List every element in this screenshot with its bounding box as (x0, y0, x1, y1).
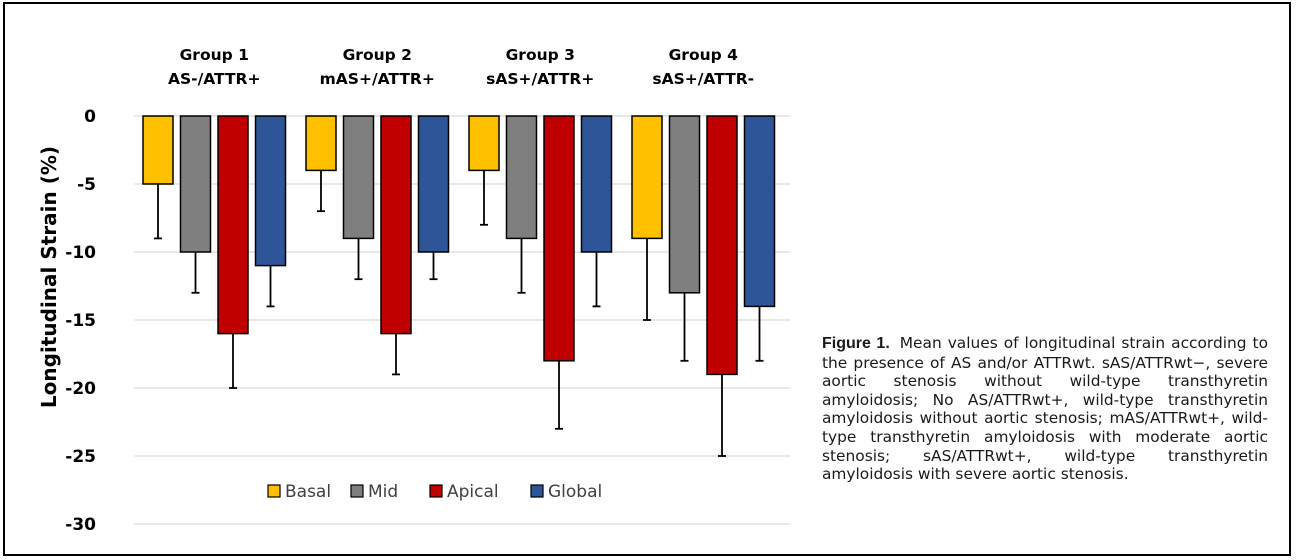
legend-swatch-apical (429, 484, 443, 498)
bar-global (743, 115, 776, 308)
y-tick-label: -10 (65, 243, 96, 263)
y-tick-label: -5 (77, 175, 96, 195)
y-tick-label: -15 (65, 311, 96, 331)
bar-apical (380, 115, 412, 335)
y-tick-label: 0 (84, 107, 96, 127)
bar-apical (217, 115, 249, 335)
bar-mid (342, 115, 375, 240)
legend: Basal Mid Apical Global (267, 482, 602, 502)
group-title-line1: Group 2 (343, 46, 412, 64)
legend-label-apical: Apical (447, 482, 499, 502)
group-titles: Group 1 AS-/ATTR+ Group 2 mAS+/ATTR+ Group 3… (168, 46, 754, 88)
bar-apical (706, 115, 738, 376)
legend-label-global: Global (548, 482, 602, 502)
bar-basal (142, 115, 174, 185)
caption-text: Mean values of longitudinal strain accor… (822, 334, 1268, 484)
y-tick-label: -20 (65, 379, 96, 399)
legend-label-mid: Mid (368, 482, 398, 502)
group-title-line1: Group 1 (180, 46, 249, 64)
bar-mid (668, 115, 701, 294)
bar-mid (179, 115, 212, 253)
bar-basal (631, 115, 663, 240)
bar-global (580, 115, 613, 253)
bar-apical (543, 115, 575, 362)
group-title-line2: sAS+/ATTR+ (486, 70, 594, 88)
bar-basal (468, 115, 500, 172)
figure-label: Figure 1. (822, 335, 890, 352)
legend-swatch-basal (267, 484, 281, 498)
error-bars (154, 170, 764, 457)
group-title-line2: sAS+/ATTR- (652, 70, 754, 88)
group-title-line1: Group 3 (506, 46, 575, 64)
bar-basal (305, 115, 337, 172)
legend-swatch-global (530, 484, 544, 498)
group-title-line2: AS-/ATTR+ (168, 70, 260, 88)
y-tick-label: -25 (65, 447, 96, 467)
group-title-line1: Group 4 (669, 46, 739, 64)
bar-mid (505, 115, 538, 240)
bar-global (417, 115, 450, 253)
bars (142, 115, 776, 376)
y-tick-label: -30 (65, 515, 96, 535)
y-axis-ticks: 0 -5 -10 -15 -20 -25 -30 (65, 107, 96, 535)
legend-label-basal: Basal (285, 482, 331, 502)
figure-caption: Figure 1. Mean values of longitudinal str… (822, 334, 1268, 484)
bar-chart: 0-5-10-15-20-25-30 Group 1AS-/ATTR+Group… (37, 46, 790, 535)
y-axis-label: Longitudinal Strain (%) (37, 146, 61, 408)
legend-swatch-mid (350, 484, 364, 498)
bar-global (254, 115, 287, 267)
group-title-line2: mAS+/ATTR+ (320, 70, 435, 88)
